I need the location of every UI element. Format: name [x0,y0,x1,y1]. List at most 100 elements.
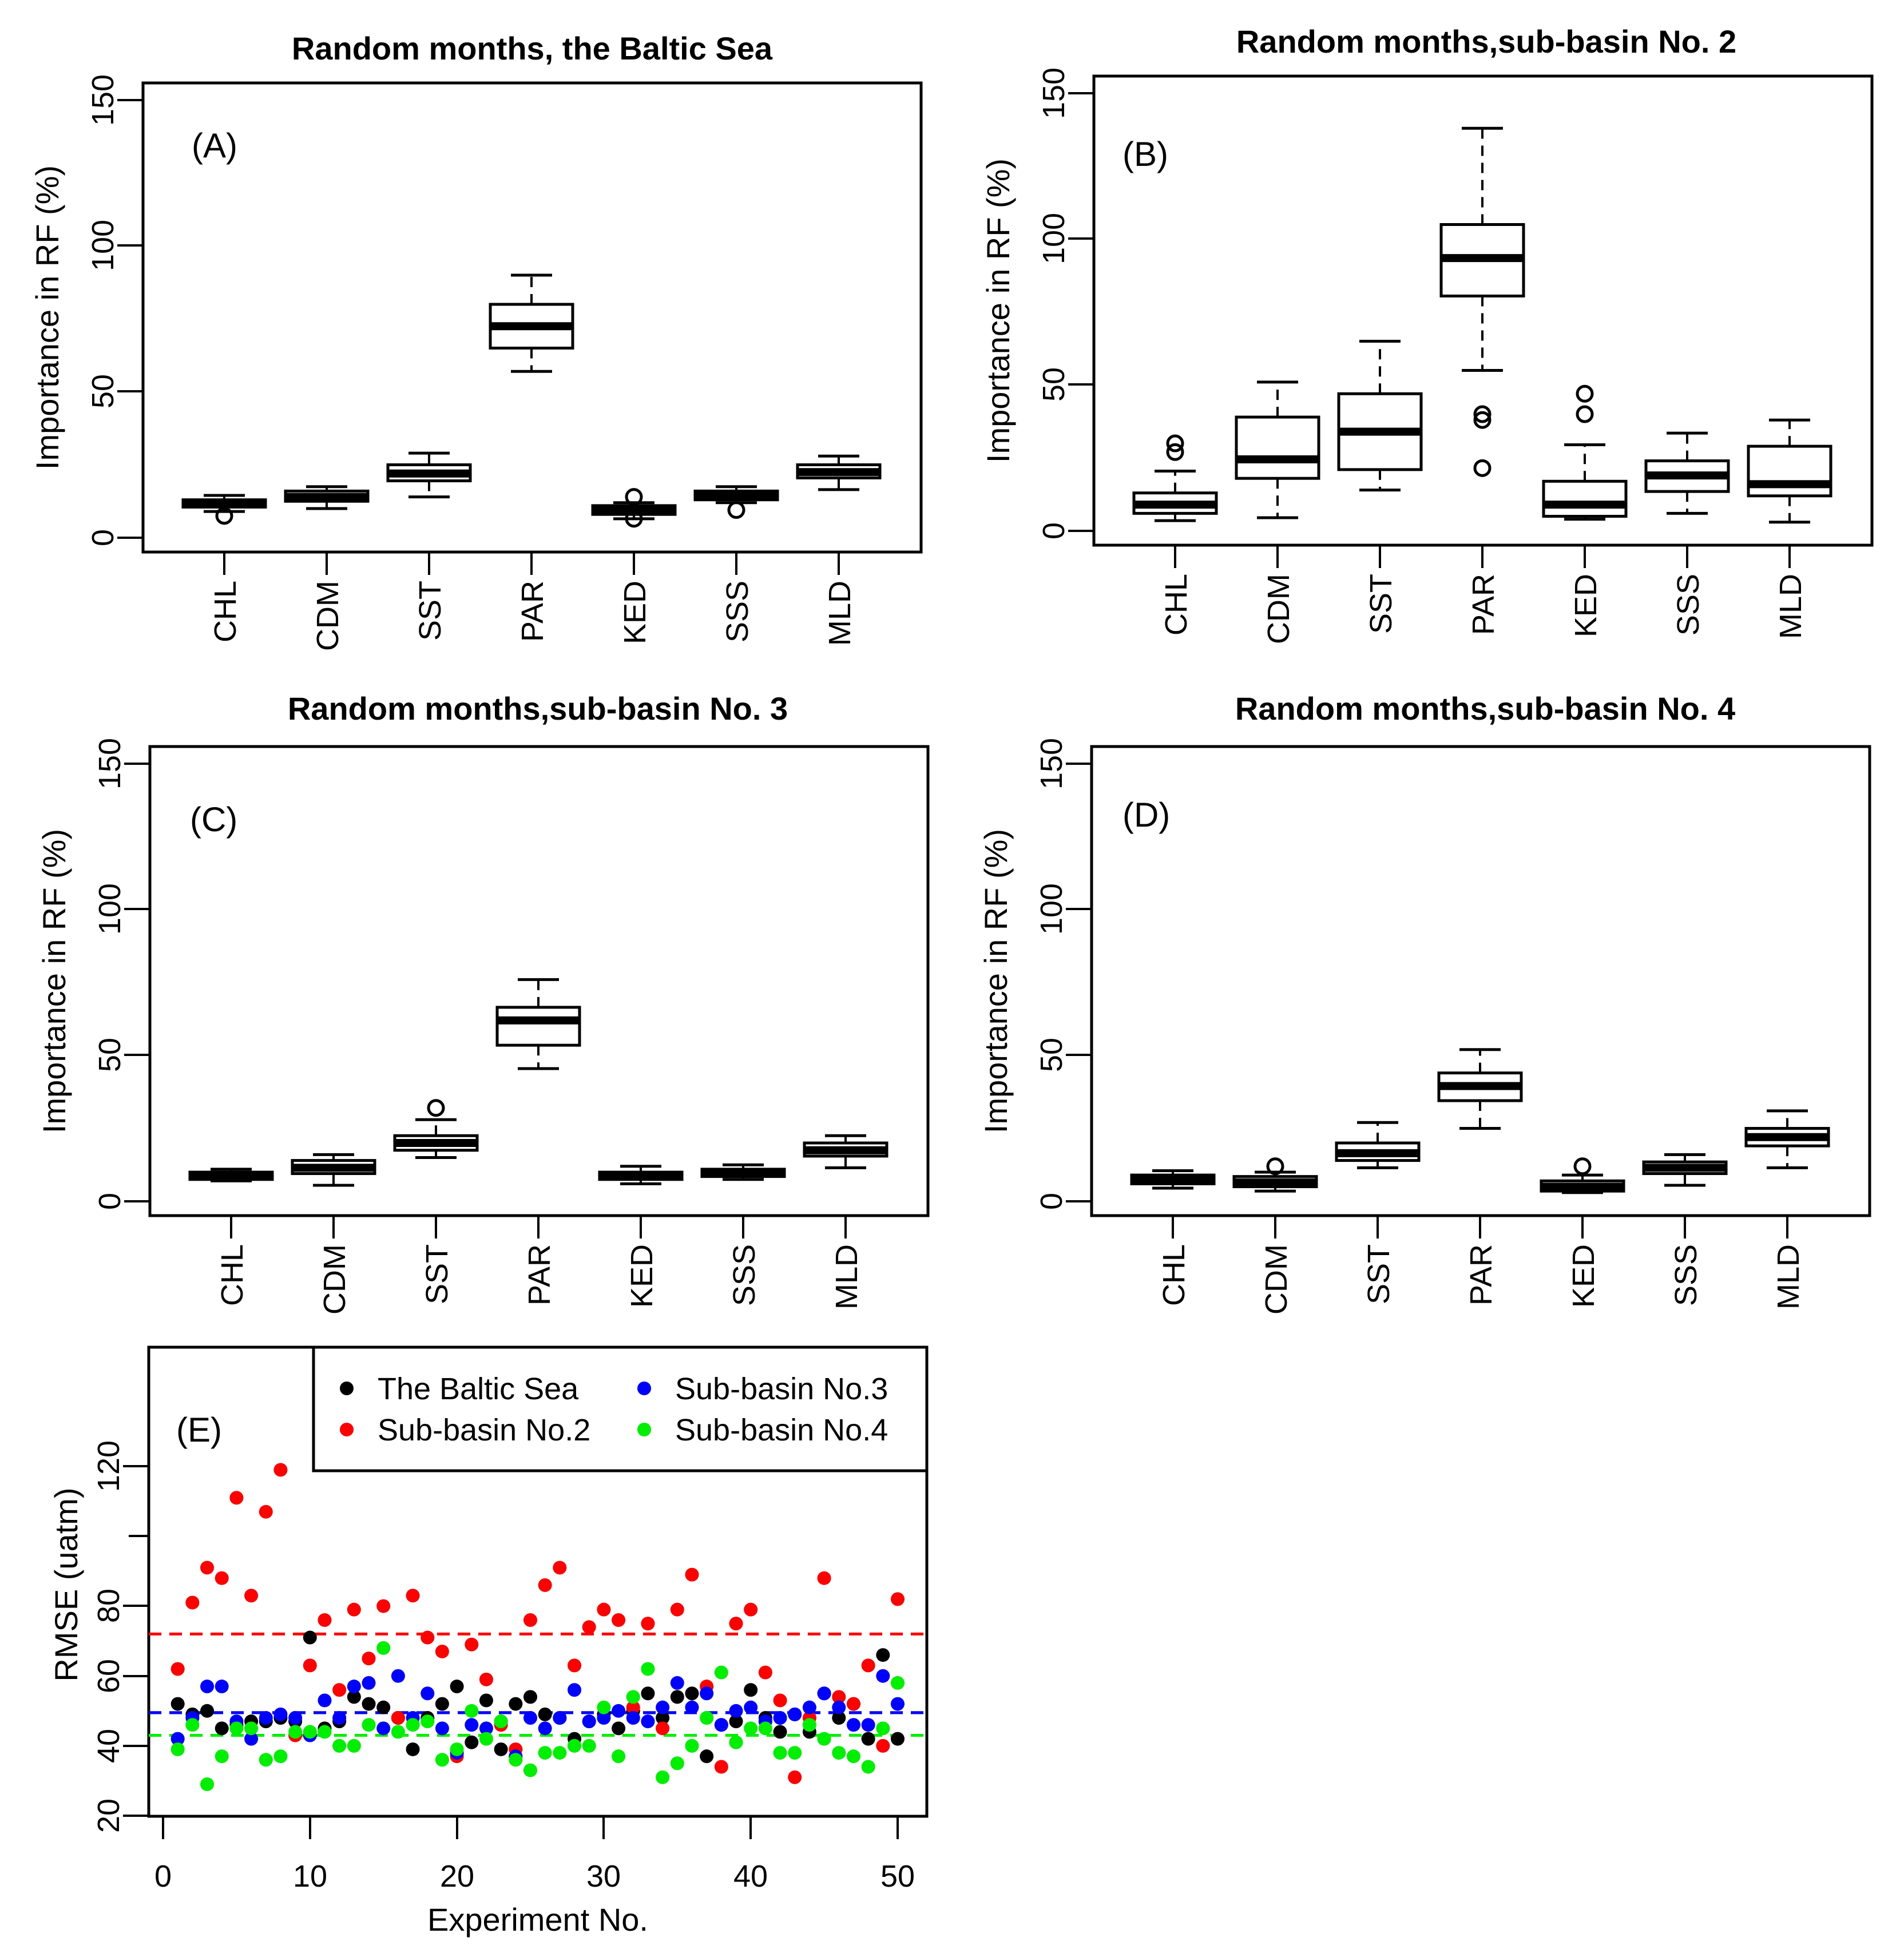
point-subbasin-4 [303,1725,317,1739]
point-subbasin-4 [450,1742,464,1756]
point-subbasin-2 [435,1644,449,1658]
point-subbasin-4 [773,1746,787,1760]
outlier-par [1473,459,1492,477]
point-subbasin-3 [817,1686,831,1701]
point-baltic [773,1725,787,1739]
point-subbasin-3 [670,1676,684,1690]
panel-c-xtick: SST [420,1244,454,1304]
point-subbasin-3 [700,1686,714,1701]
legend-marker-subbasin-4 [637,1423,651,1436]
point-subbasin-4 [244,1721,259,1736]
panel-a-letter: (A) [192,126,237,165]
point-subbasin-3 [553,1711,567,1725]
point-subbasin-3 [259,1711,273,1725]
point-baltic [729,1714,743,1729]
point-subbasin-2 [641,1617,655,1631]
point-subbasin-3 [876,1669,890,1683]
point-subbasin-4 [215,1749,229,1764]
outlier-par [1473,405,1492,423]
panel-c-ytick: 50 [93,1038,127,1072]
panel-b-ytick: 100 [1037,213,1071,264]
panel-a-xtick: MLD [823,581,857,646]
point-subbasin-2 [553,1561,567,1575]
point-baltic [700,1749,714,1764]
legend-label-subbasin-4: Sub-basin No.4 [675,1413,888,1447]
panel-b-ytick: 50 [1037,367,1071,402]
panel-b-xtick: KED [1569,574,1603,637]
panel-c-letter: (C) [190,800,237,839]
panel-b-letter: (B) [1122,135,1168,173]
point-subbasin-4 [273,1749,288,1764]
panel-d-xtick: SST [1362,1244,1396,1304]
legend-box [312,1345,929,1472]
point-subbasin-3 [582,1714,596,1729]
point-subbasin-2 [318,1613,332,1627]
point-subbasin-3 [244,1732,259,1746]
panel-b: Random months,sub-basin No. 2 (B) Import… [980,23,1874,644]
panel-e-yaxis: 20 40 60 80 120 [92,1440,150,1833]
outlier-ked [1573,1157,1592,1176]
legend-label-subbasin-3: Sub-basin No.3 [675,1372,888,1406]
panel-b-xtick: SSS [1671,574,1705,636]
point-baltic [876,1648,890,1662]
panel-e-ytick: 120 [92,1440,126,1492]
point-subbasin-2 [758,1665,772,1680]
panel-c-xtick: CHL [215,1244,249,1306]
panel-b-xtick: PAR [1466,574,1501,635]
point-subbasin-2 [891,1592,905,1606]
panel-c-title: Random months,sub-basin No. 3 [288,690,788,727]
point-subbasin-2 [259,1505,273,1519]
panel-c-ytick: 100 [93,883,127,935]
point-subbasin-2 [670,1602,684,1617]
point-subbasin-4 [626,1690,640,1704]
point-subbasin-2 [656,1721,670,1736]
point-subbasin-2 [303,1658,317,1673]
point-subbasin-4 [259,1753,273,1767]
point-baltic [861,1732,875,1746]
outlier-chl [1166,443,1184,461]
panel-b-boxes [1132,126,1832,524]
point-baltic [891,1732,905,1746]
point-baltic [435,1697,449,1711]
panel-a-xtick: CDM [311,581,345,651]
point-subbasin-3 [215,1680,229,1694]
panel-e-xlabel: Experiment No. [427,1902,648,1938]
panel-e-letter: (E) [176,1411,222,1449]
outlier-ked [1576,384,1594,403]
point-subbasin-2 [626,1700,640,1714]
point-subbasin-4 [744,1721,758,1736]
panel-c-xtick: MLD [830,1244,864,1309]
point-baltic [670,1690,684,1704]
legend-marker-baltic [340,1382,354,1395]
point-subbasin-3 [773,1711,787,1725]
point-subbasin-4 [597,1700,611,1714]
panel-c-yaxis: 0 50 100 150 [93,738,152,1210]
point-subbasin-3 [802,1700,816,1714]
point-subbasin-3 [729,1704,743,1718]
point-baltic [465,1735,479,1749]
panel-d: Random months,sub-basin No. 4 (D) Import… [978,690,1871,1315]
point-subbasin-4 [714,1665,728,1680]
point-subbasin-3 [612,1704,626,1718]
point-subbasin-3 [288,1711,303,1725]
point-baltic [347,1690,361,1704]
panel-e-ytick: 40 [92,1729,126,1763]
panel-e-ytick: 20 [92,1799,126,1833]
panel-d-title: Random months,sub-basin No. 4 [1235,690,1735,727]
outlier-sss [727,501,745,519]
point-baltic [170,1697,185,1711]
point-subbasin-3 [421,1686,435,1701]
point-subbasin-4 [891,1676,905,1690]
panel-b-ylabel: Importance in RF (%) [980,158,1016,463]
point-baltic [538,1707,552,1721]
panel-e-xtick: 30 [586,1859,621,1894]
outlier-ked [625,510,643,528]
panel-c-xtick: CDM [318,1244,352,1315]
panel-d-ylabel: Importance in RF (%) [978,829,1014,1133]
panel-d-xtick: KED [1566,1244,1601,1308]
panel-e-xtick: 0 [154,1859,172,1894]
panel-b-title: Random months,sub-basin No. 2 [1236,23,1736,59]
panel-d-ytick: 150 [1034,738,1069,789]
point-subbasin-4 [362,1718,376,1732]
